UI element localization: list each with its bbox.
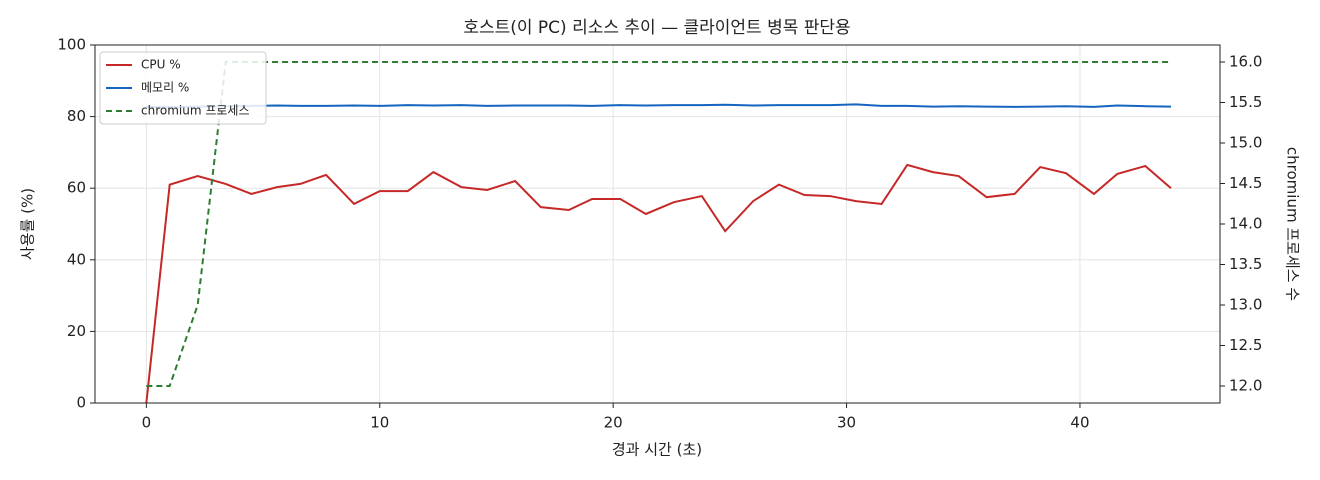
y-tick-label: 20 (67, 322, 86, 340)
y-tick-label: 100 (57, 36, 86, 54)
legend-label: chromium 프로세스 (141, 104, 250, 118)
line-series (146, 61, 1171, 387)
y2-tick-label: 12.5 (1229, 336, 1262, 354)
legend-box (99, 51, 267, 125)
x-axis-label: 경과 시간 (초) (612, 441, 702, 459)
x-tick-label: 10 (370, 414, 389, 432)
y2-tick-label: 12.0 (1229, 376, 1262, 394)
y2-tick-label: 14.5 (1229, 174, 1262, 192)
y-tick-label: 40 (67, 250, 86, 268)
x-tick-label: 0 (142, 414, 152, 432)
x-tick-label: 20 (604, 414, 623, 432)
x-tick-label: 30 (837, 414, 856, 432)
y-tick-label: 0 (76, 394, 86, 412)
line-series (145, 163, 1172, 404)
y-tick-label: 60 (67, 179, 86, 197)
plot-frame (94, 44, 1221, 404)
y-axis-label: 사용률 (%) (19, 188, 37, 260)
y2-tick-label: 15.5 (1229, 93, 1262, 111)
y2-tick-label: 16.0 (1229, 53, 1262, 71)
line-series (146, 103, 1172, 109)
legend-label: CPU % (141, 58, 181, 72)
y2-tick-label: 13.0 (1229, 295, 1262, 313)
chart-title: 호스트(이 PC) 리소스 추이 — 클라이언트 병목 판단용 (463, 18, 850, 38)
y2-tick-label: 13.5 (1229, 255, 1262, 273)
x-tick-label: 40 (1070, 414, 1089, 432)
y2-tick-label: 14.0 (1229, 215, 1262, 233)
legend-label: 메모리 % (141, 81, 189, 95)
y2-tick-label: 15.0 (1229, 134, 1262, 152)
y2-axis-label: chromium 프로세스 수 (1284, 147, 1302, 301)
y-tick-label: 80 (67, 107, 86, 125)
